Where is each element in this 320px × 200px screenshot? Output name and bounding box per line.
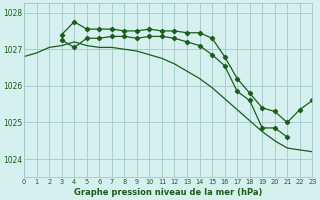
X-axis label: Graphe pression niveau de la mer (hPa): Graphe pression niveau de la mer (hPa)	[74, 188, 262, 197]
